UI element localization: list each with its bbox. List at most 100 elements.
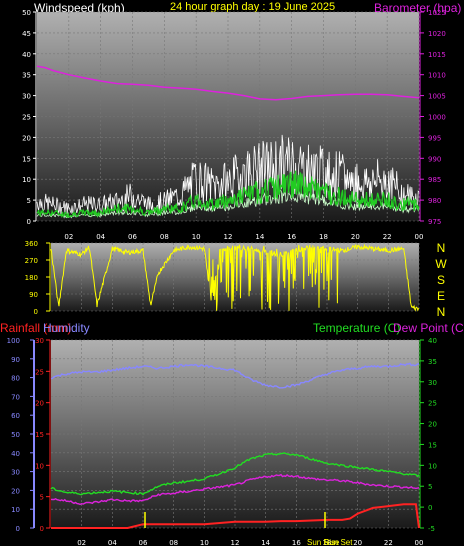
compass-letter: S: [437, 273, 445, 287]
direction-tick-label: 270: [25, 257, 38, 265]
x-tick-label: 14: [255, 233, 264, 241]
x-tick-label: 04: [96, 233, 105, 241]
sunrise-label: Sun Rise: [307, 538, 340, 546]
x-tick-label: 10: [192, 233, 201, 241]
barometer-tick-label: 1020: [428, 30, 446, 38]
rainfall-tick-label: 5: [40, 494, 44, 502]
barometer-line: [36, 65, 420, 101]
barometer-tick-label: 1025: [428, 9, 446, 17]
humidity-tick-label: 0: [16, 525, 20, 533]
panel3-series: [50, 362, 420, 529]
windspeed-line: [36, 170, 420, 219]
humidity-title: Humidity: [43, 321, 90, 335]
humidity-tick-label: 40: [11, 450, 20, 458]
barometer-tick-label: 990: [428, 155, 441, 163]
windspeed-tick-label: 25: [22, 114, 31, 122]
x-tick-label: 16: [292, 539, 301, 546]
panel2-grid: [51, 242, 420, 312]
x-tick-label: 02: [64, 233, 73, 241]
temperature-tick-label: 30: [428, 379, 437, 387]
humidity-tick-label: 100: [7, 337, 20, 345]
humidity-tick-label: 20: [11, 487, 20, 495]
humidity-tick-label: 80: [11, 375, 20, 383]
x-tick-label: 04: [108, 539, 117, 546]
temperature-ticks: 40 35 30 25 20 15 10 5 0 -5: [420, 337, 437, 533]
barometer-tick-label: 1000: [428, 114, 446, 122]
temperature-tick-label: 35: [428, 358, 437, 366]
x-tick-label: 08: [169, 539, 178, 546]
wind-direction-line: [50, 243, 420, 312]
temperature-tick-label: 40: [428, 337, 437, 345]
panel3-x-ticks: 02 04 06 08 10 12 14 16 18 20 22 00: [77, 539, 423, 546]
temperature-tick-label: 5: [428, 483, 432, 491]
wind-average-line: [36, 188, 420, 219]
direction-tick-label: 90: [29, 291, 38, 299]
rainfall-tick-label: 20: [35, 400, 44, 408]
panel1-grid: [37, 11, 420, 222]
humidity-tick-label: 30: [11, 469, 20, 477]
rainfall-title: Rainfall (mm): [0, 321, 71, 335]
barometer-ticks: 1025 1020 1015 1010 1005 1000 995 990 985 980 975: [420, 9, 446, 226]
panel1-x-ticks: 02 04 06 08 10 12 14 16 18 20 22 00: [64, 233, 423, 241]
x-tick-label: 20: [353, 539, 362, 546]
barometer-tick-label: 1015: [428, 51, 446, 59]
humidity-tick-label: 50: [11, 431, 20, 439]
windspeed-title: Windspeed (kph): [34, 1, 125, 15]
panel1-series: [36, 65, 420, 219]
windspeed-tick-label: 35: [22, 72, 31, 80]
humidity-tick-label: 90: [11, 356, 20, 364]
temperature-tick-label: 25: [428, 400, 437, 408]
sunset-label: Sun Set: [324, 538, 353, 546]
rainfall-tick-label: 25: [35, 368, 44, 376]
windspeed-tick-label: 0: [27, 218, 31, 226]
dewpoint-line: [50, 473, 420, 506]
barometer-tick-label: 980: [428, 197, 441, 205]
humidity-line: [50, 362, 419, 389]
barometer-title: Barometer (hpa): [374, 1, 461, 15]
x-tick-label: 18: [323, 539, 332, 546]
rainfall-ticks: 30 25 20 15 10 5 0: [35, 337, 50, 533]
x-tick-label: 22: [384, 539, 393, 546]
direction-ticks: 360 270 180 90 0: [25, 240, 50, 316]
x-tick-label: 16: [287, 233, 296, 241]
humidity-tick-label: 70: [11, 393, 20, 401]
x-tick-label: 08: [160, 233, 169, 241]
temperature-tick-label: 15: [428, 441, 437, 449]
x-tick-label: 00: [415, 233, 424, 241]
barometer-tick-label: 985: [428, 176, 441, 184]
windspeed-tick-label: 15: [22, 155, 31, 163]
windspeed-tick-label: 50: [22, 9, 31, 17]
barometer-tick-label: 1005: [428, 93, 446, 101]
dewpoint-title: Dew Point (C): [393, 321, 464, 335]
x-tick-label: 14: [261, 539, 270, 546]
humidity-tick-label: 60: [11, 412, 20, 420]
x-tick-label: 02: [77, 539, 86, 546]
x-tick-label: 18: [319, 233, 328, 241]
temperature-title: Temperature (C): [313, 321, 400, 335]
barometer-tick-label: 1010: [428, 72, 446, 80]
barometer-tick-label: 995: [428, 134, 441, 142]
compass-letter: N: [437, 241, 446, 255]
compass-letter: E: [437, 289, 445, 303]
x-tick-label: 12: [231, 539, 240, 546]
temperature-tick-label: 0: [428, 504, 432, 512]
temperature-tick-label: -5: [428, 525, 435, 533]
temperature-tick-label: 10: [428, 462, 437, 470]
panel2-series: [50, 243, 420, 312]
temperature-line: [50, 452, 420, 496]
x-tick-label: 06: [128, 233, 137, 241]
rainfall-tick-label: 30: [35, 337, 44, 345]
compass-letter: N: [437, 305, 446, 319]
direction-tick-label: 180: [25, 274, 38, 282]
barometer-tick-label: 975: [428, 218, 441, 226]
compass-letter: W: [435, 257, 447, 271]
windspeed-tick-label: 30: [22, 93, 31, 101]
x-tick-label: 10: [200, 539, 209, 546]
windspeed-tick-label: 40: [22, 51, 31, 59]
